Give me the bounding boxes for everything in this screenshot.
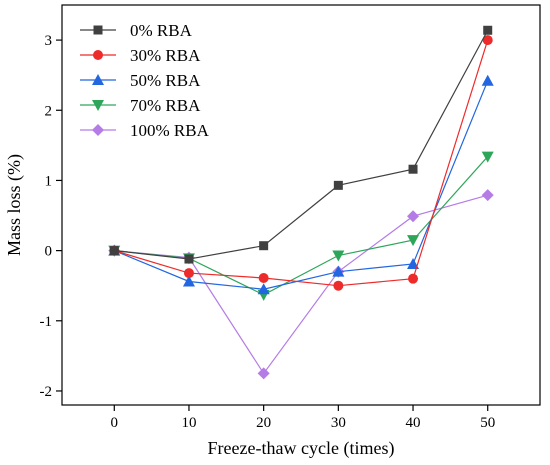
legend-item: 0% RBA: [80, 21, 193, 40]
legend: 0% RBA 30% RBA 50% RBA 70% RBA 100% RBA: [80, 21, 210, 140]
data-point: [182, 275, 195, 287]
data-point: [183, 268, 194, 279]
series-4: [108, 151, 494, 301]
legend-label: 70% RBA: [130, 96, 201, 115]
legend-item: 70% RBA: [80, 96, 201, 115]
y-tick-label: -1: [40, 314, 53, 330]
legend-label: 30% RBA: [130, 46, 201, 65]
series-layer: [108, 25, 494, 380]
y-tick-label: 1: [45, 173, 53, 189]
legend-marker: [92, 124, 104, 136]
data-point: [259, 241, 269, 251]
data-point: [258, 272, 269, 283]
legend-marker: [92, 74, 104, 85]
y-axis-title: Mass loss (%): [4, 154, 25, 256]
x-tick-label: 10: [181, 415, 196, 431]
legend-item: 50% RBA: [80, 71, 201, 90]
legend-marker: [93, 50, 103, 60]
legend-label: 0% RBA: [130, 21, 193, 40]
data-point: [481, 74, 494, 86]
y-tick-label: 2: [45, 103, 53, 119]
series-5: [108, 189, 494, 380]
x-tick-label: 50: [480, 415, 495, 431]
y-tick-label: 0: [45, 244, 53, 260]
data-point: [332, 265, 345, 277]
data-point: [481, 189, 494, 202]
x-tick-label: 40: [406, 415, 421, 431]
series-line: [114, 194, 488, 375]
data-point: [481, 151, 494, 163]
data-point: [109, 246, 119, 256]
data-point: [333, 180, 343, 190]
data-point: [332, 250, 345, 262]
x-axis: 0 10 20 30 40 50: [111, 405, 495, 431]
legend-item: 100% RBA: [80, 121, 210, 140]
legend-item: 30% RBA: [80, 46, 201, 65]
y-tick-label: 3: [45, 33, 53, 49]
legend-label: 50% RBA: [130, 71, 201, 90]
data-point: [407, 210, 420, 223]
x-axis-title: Freeze-thaw cycle (times): [208, 438, 395, 459]
data-point: [407, 235, 420, 247]
x-tick-label: 0: [111, 415, 119, 431]
series-1: [109, 25, 493, 264]
data-point: [184, 254, 194, 264]
legend-marker: [92, 100, 104, 111]
x-tick-label: 20: [256, 415, 271, 431]
data-point: [407, 257, 420, 269]
data-point: [257, 283, 270, 295]
data-point: [257, 367, 270, 380]
legend-label: 100% RBA: [130, 121, 210, 140]
plot-frame: [61, 4, 541, 406]
series-line: [114, 39, 489, 287]
series-line: [114, 80, 489, 290]
y-tick-label: -2: [40, 384, 53, 400]
series-line: [114, 29, 489, 260]
legend-marker: [93, 25, 103, 35]
data-point: [408, 273, 419, 284]
data-point: [483, 25, 493, 35]
y-axis: -2 -1 0 1 2 3: [40, 33, 62, 400]
data-point: [482, 35, 493, 46]
data-point: [333, 280, 344, 291]
x-tick-label: 30: [331, 415, 346, 431]
data-point: [408, 164, 418, 174]
